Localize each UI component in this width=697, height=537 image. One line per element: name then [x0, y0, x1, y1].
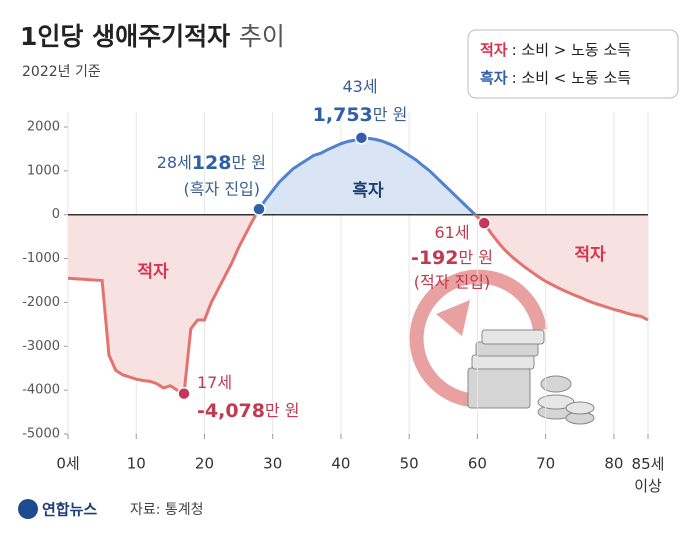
annotation-value: -4,078만 원	[197, 400, 300, 422]
money-icon	[409, 269, 595, 425]
area-positive	[68, 137, 648, 215]
x-tick-label: 50	[400, 455, 419, 473]
chart-title: 1인당 생애주기적자 추이	[20, 22, 285, 51]
region-label: 적자	[137, 262, 169, 282]
y-tick-label: -2000	[22, 295, 60, 310]
source: 자료: 통계청	[130, 502, 204, 518]
annotation-age: 17세	[197, 373, 232, 392]
legend-box	[467, 29, 679, 99]
logo-mark	[18, 499, 38, 519]
x-tick-label: 85세 이상	[632, 455, 665, 495]
annotation-age: 28세128만 원	[157, 152, 266, 174]
line-negative	[67, 214, 649, 396]
arrow-head	[436, 300, 470, 336]
x-tick-label: 30	[263, 455, 282, 473]
y-tick-label: 0	[52, 207, 60, 222]
annotation-value: -192만 원	[411, 247, 493, 269]
area-negative	[68, 214, 648, 394]
x-tick-label: 0세	[56, 455, 79, 473]
x-tick-label: 10	[127, 455, 146, 473]
x-tick-label: 20	[195, 455, 214, 473]
legend-entry: 적자: 소비 > 노동 소득	[480, 41, 631, 59]
region-label: 흑자	[352, 180, 384, 201]
legend-entry: 흑자: 소비 < 노동 소득	[480, 69, 631, 87]
annotation-note: (흑자 진입)	[184, 180, 260, 199]
annotation-note: (적자 진입)	[414, 273, 490, 292]
point-marker	[252, 202, 266, 216]
annotation-age: 43세	[342, 77, 377, 96]
y-tick-label: -5000	[22, 427, 60, 442]
point-marker	[354, 131, 369, 145]
x-tick-label: 80	[604, 455, 623, 473]
y-tick-label: -3000	[22, 339, 60, 354]
cycle-arrow	[409, 269, 547, 407]
y-tick-label: 1000	[27, 163, 60, 178]
x-tick-label: 60	[468, 455, 487, 473]
annotation-value: 1,753만 원	[313, 104, 408, 126]
point-marker	[477, 216, 491, 230]
y-tick-label: -1000	[22, 251, 60, 266]
chart-subtitle: 2022년 기준	[22, 64, 101, 80]
annotation-age: 61세	[434, 223, 469, 242]
x-tick-label: 40	[331, 455, 350, 473]
region-label: 적자	[574, 245, 606, 265]
y-tick-label: -4000	[22, 383, 60, 398]
x-tick-label: 70	[536, 455, 555, 473]
point-marker	[177, 386, 191, 401]
logo: 연합뉴스	[42, 501, 97, 519]
y-tick-label: 2000	[27, 120, 60, 135]
